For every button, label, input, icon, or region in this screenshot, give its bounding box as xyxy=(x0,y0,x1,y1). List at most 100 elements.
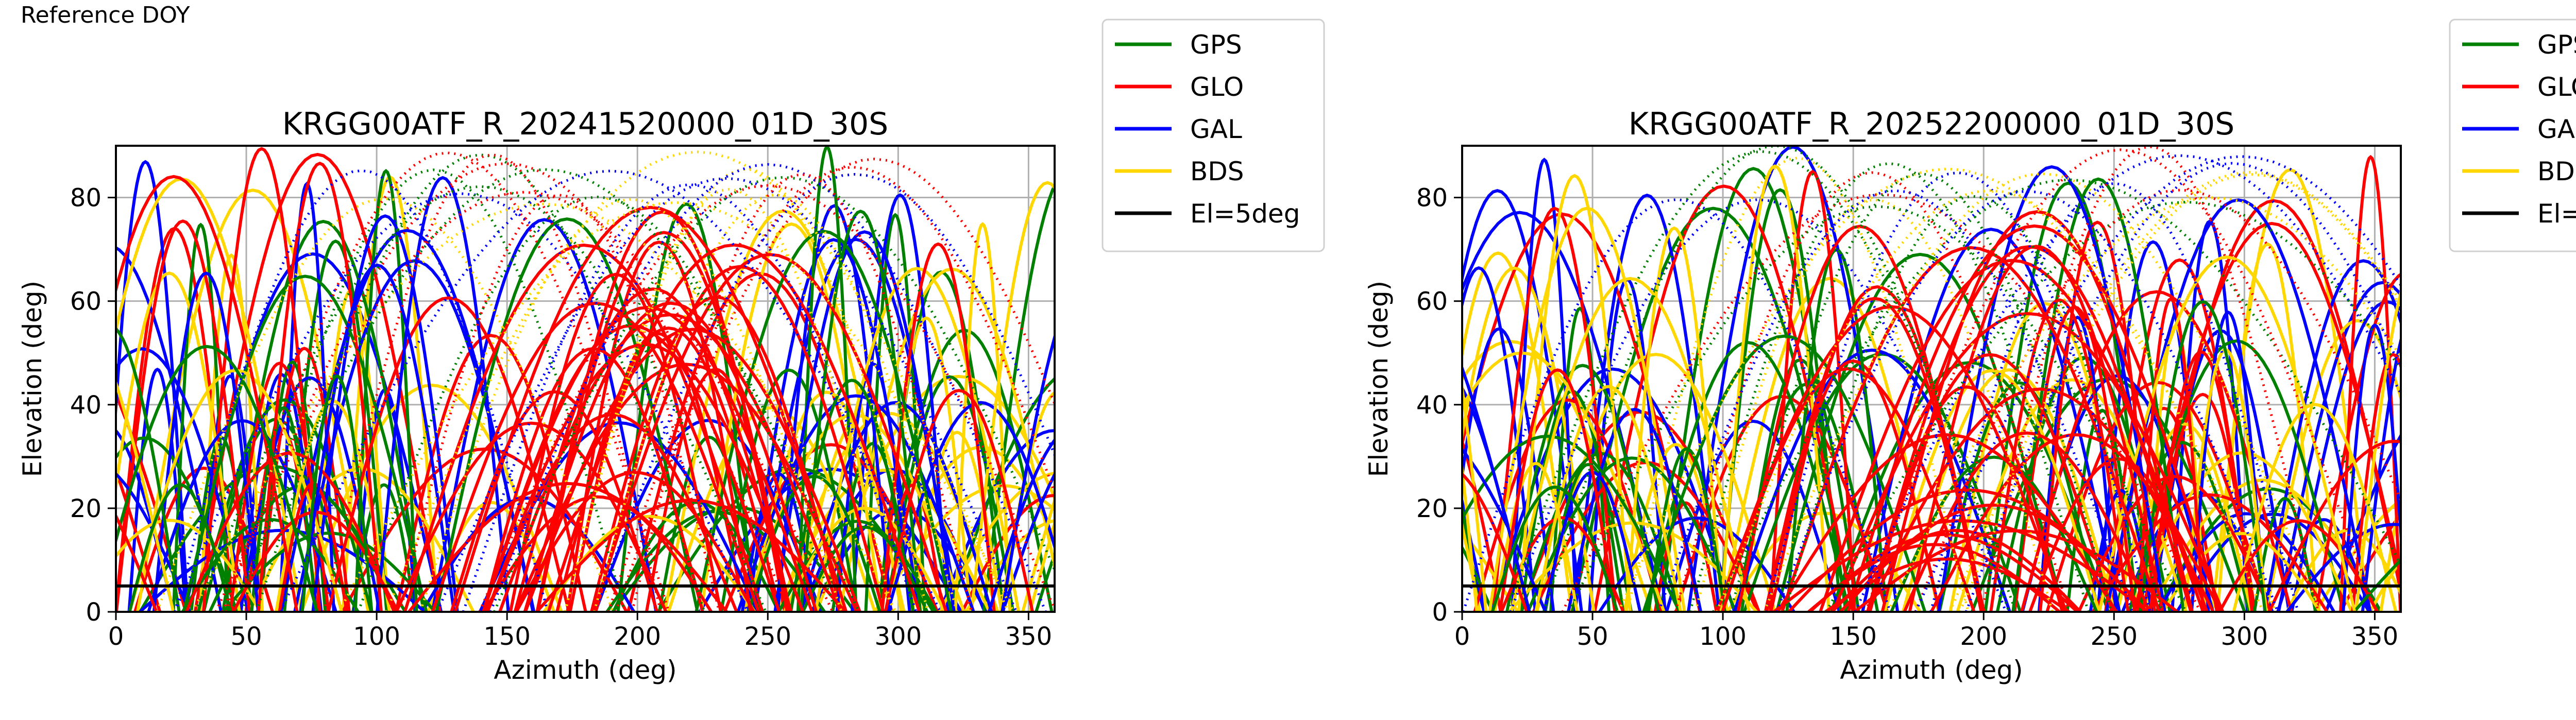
track-glo xyxy=(221,162,790,612)
track-glo xyxy=(1781,246,2161,612)
track-gps xyxy=(300,374,374,612)
track-gps xyxy=(1490,485,1619,612)
track-bds xyxy=(2379,484,2401,612)
track-glo xyxy=(523,328,861,612)
track-gal xyxy=(938,428,1055,612)
track-glo xyxy=(2133,221,2401,612)
legend-entry: BDS xyxy=(1190,157,1244,186)
x-tick-label: 0 xyxy=(1454,622,1470,651)
track-gps xyxy=(241,168,626,612)
track-gal xyxy=(1511,158,1578,612)
y-axis-label: Elevation (deg) xyxy=(1364,281,1394,477)
track-bds xyxy=(419,198,843,612)
track-gps xyxy=(796,146,858,612)
track-glo xyxy=(408,482,728,612)
track-gps xyxy=(1462,502,1481,612)
track-bds xyxy=(1535,353,1777,612)
track-glo xyxy=(1769,285,1986,612)
track-gps xyxy=(1775,252,2065,612)
legend: GPS GLO GAL BDS El=5deg xyxy=(2449,19,2576,252)
y-tick-label: 80 xyxy=(1416,184,1448,213)
y-tick-label: 40 xyxy=(1416,391,1448,420)
track-bds xyxy=(116,519,262,612)
track-glo xyxy=(403,243,764,612)
y-tick-label: 0 xyxy=(1432,598,1448,627)
y-tick-label: 60 xyxy=(70,287,101,316)
track-gal xyxy=(1775,190,2279,612)
track-glo xyxy=(1772,519,2149,612)
track-gal xyxy=(2361,334,2401,612)
track-glo xyxy=(485,342,805,612)
track-bds xyxy=(1462,519,1482,612)
track-gps xyxy=(250,406,318,612)
track-gal xyxy=(594,419,822,612)
track-gps xyxy=(357,195,838,612)
track-glo xyxy=(1492,207,1618,612)
track-glo xyxy=(1764,297,1986,612)
y-tick-label: 0 xyxy=(86,598,101,627)
track-gps xyxy=(1567,205,2188,612)
figure-suptitle: Reference DOY xyxy=(21,2,190,28)
track-gal xyxy=(2285,523,2401,612)
track-gps xyxy=(2252,496,2317,612)
track-gps xyxy=(353,168,418,612)
track-gal xyxy=(436,177,1018,612)
axes-frame xyxy=(115,145,1056,613)
track-bds xyxy=(1948,170,2401,612)
track-gps xyxy=(1462,434,1681,612)
legend-entry: El=5deg xyxy=(2537,199,2576,229)
track-gps xyxy=(229,168,860,612)
axes-frame xyxy=(1461,145,2402,613)
track-glo xyxy=(478,184,1055,612)
track-bds xyxy=(116,271,241,612)
track-gal xyxy=(1462,188,1583,612)
track-bds xyxy=(1517,174,1632,612)
track-bds xyxy=(1028,518,1055,612)
track-bds xyxy=(2097,255,2357,612)
legend-entry: GPS xyxy=(2537,30,2576,60)
x-tick-label: 200 xyxy=(1960,622,2007,651)
x-tick-label: 200 xyxy=(614,622,661,651)
track-gal xyxy=(173,192,749,612)
track-bds xyxy=(970,181,1055,612)
track-glo xyxy=(2091,493,2329,612)
track-bds xyxy=(1462,378,1488,612)
track-gps xyxy=(947,376,1055,612)
track-glo xyxy=(536,231,792,612)
track-bds xyxy=(592,193,958,612)
track-glo xyxy=(185,451,396,612)
x-tick-label: 350 xyxy=(2351,622,2399,651)
chart-panel-1: 0 50 100 150 200 250 300 350 0 20 40 60 80 KRGG00ATF_… xyxy=(18,19,1325,685)
track-gal xyxy=(1657,189,2134,612)
track-glo xyxy=(116,390,188,612)
chart-title: KRGG00ATF_R_20252200000_01D_30S xyxy=(1629,106,2235,142)
track-glo xyxy=(607,165,1055,612)
track-glo xyxy=(592,253,948,612)
track-glo xyxy=(1866,353,2114,612)
track-bds xyxy=(2264,319,2401,612)
track-glo xyxy=(2137,297,2205,612)
track-bds xyxy=(1763,172,2322,612)
track-gal xyxy=(127,367,188,612)
track-gps xyxy=(116,327,181,612)
track-bds xyxy=(1719,164,1831,612)
x-tick-label: 100 xyxy=(353,622,400,651)
track-bds xyxy=(774,469,991,612)
x-axis-label: Azimuth (deg) xyxy=(494,655,676,685)
track-glo xyxy=(1462,436,1502,612)
track-gps xyxy=(1645,341,1851,612)
track-gps xyxy=(694,230,953,612)
track-glo xyxy=(482,305,814,612)
track-gps xyxy=(1505,364,1660,612)
chart-title: KRGG00ATF_R_20241520000_01D_30S xyxy=(282,106,889,142)
x-tick-label: 250 xyxy=(744,622,791,651)
track-gps xyxy=(1647,447,1726,612)
track-gal xyxy=(1573,193,1721,612)
track-gal xyxy=(736,394,975,612)
track-gps xyxy=(1506,150,2017,612)
track-glo xyxy=(482,324,781,612)
track-glo xyxy=(1880,210,2194,612)
track-glo xyxy=(2338,511,2401,612)
legend-entry: GLO xyxy=(2537,72,2576,102)
x-tick-label: 50 xyxy=(231,622,262,651)
